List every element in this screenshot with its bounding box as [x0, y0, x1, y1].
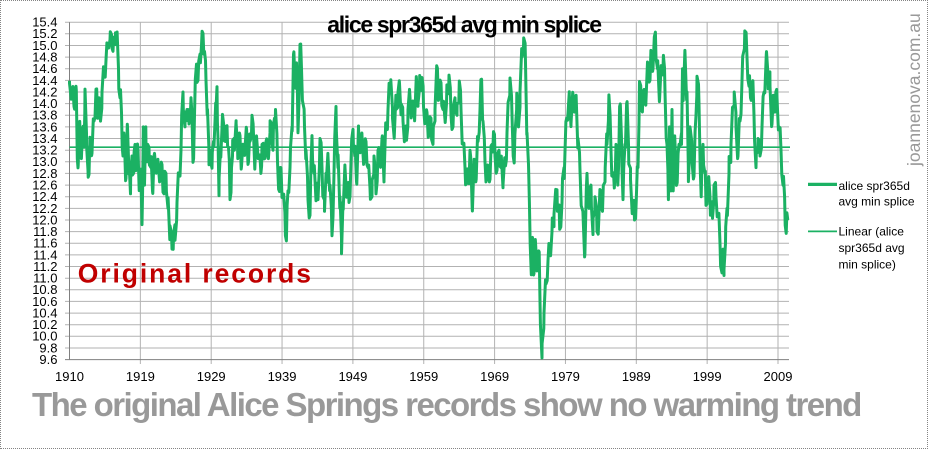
svg-text:15.2: 15.2	[32, 26, 57, 41]
svg-text:14.2: 14.2	[32, 84, 57, 99]
svg-text:13.4: 13.4	[32, 131, 57, 146]
svg-text:15.4: 15.4	[32, 15, 57, 30]
svg-text:10.2: 10.2	[32, 317, 57, 332]
svg-text:1949: 1949	[338, 369, 367, 384]
svg-text:12.2: 12.2	[32, 201, 57, 216]
svg-text:10.8: 10.8	[32, 282, 57, 297]
svg-text:12.0: 12.0	[32, 212, 57, 227]
svg-text:10.6: 10.6	[32, 294, 57, 309]
svg-text:9.8: 9.8	[39, 340, 57, 355]
svg-text:alice spr365d avg min splice: alice spr365d avg min splice	[327, 12, 601, 38]
svg-text:avg min splice: avg min splice	[839, 194, 915, 208]
svg-text:11.8: 11.8	[33, 224, 57, 239]
svg-text:1959: 1959	[409, 369, 438, 384]
svg-text:1969: 1969	[480, 369, 509, 384]
svg-text:Original records: Original records	[78, 258, 313, 288]
svg-text:10.4: 10.4	[32, 306, 57, 321]
svg-text:Linear (alice: Linear (alice	[839, 225, 905, 239]
svg-text:1989: 1989	[622, 369, 651, 384]
svg-text:11.2: 11.2	[33, 259, 57, 274]
svg-text:spr365d avg: spr365d avg	[839, 241, 905, 255]
svg-text:13.8: 13.8	[32, 108, 57, 123]
svg-text:min splice): min splice)	[839, 257, 896, 271]
svg-text:1919: 1919	[126, 369, 155, 384]
svg-text:13.6: 13.6	[32, 119, 57, 134]
svg-text:15.0: 15.0	[32, 38, 57, 53]
svg-text:13.0: 13.0	[32, 154, 57, 169]
svg-text:11.0: 11.0	[33, 271, 57, 286]
svg-text:1910: 1910	[55, 369, 84, 384]
svg-text:14.0: 14.0	[32, 96, 57, 111]
svg-text:14.6: 14.6	[32, 61, 57, 76]
svg-text:12.8: 12.8	[32, 166, 57, 181]
svg-text:13.2: 13.2	[32, 143, 57, 158]
svg-text:1929: 1929	[197, 369, 226, 384]
svg-text:12.4: 12.4	[32, 189, 57, 204]
svg-text:alice spr365d: alice spr365d	[839, 179, 910, 193]
svg-text:2009: 2009	[764, 369, 793, 384]
svg-text:1939: 1939	[268, 369, 297, 384]
svg-text:10.0: 10.0	[32, 329, 57, 344]
svg-text:9.6: 9.6	[39, 352, 57, 367]
svg-text:11.4: 11.4	[33, 247, 57, 262]
svg-text:14.4: 14.4	[32, 73, 57, 88]
svg-text:14.8: 14.8	[32, 50, 57, 65]
svg-text:1999: 1999	[693, 369, 722, 384]
svg-text:11.6: 11.6	[33, 236, 57, 251]
svg-text:joannenova.com.au: joannenova.com.au	[904, 13, 924, 167]
svg-text:12.6: 12.6	[32, 178, 57, 193]
svg-text:1979: 1979	[551, 369, 580, 384]
svg-text:The original Alice Springs rec: The original Alice Springs records show …	[32, 386, 861, 423]
